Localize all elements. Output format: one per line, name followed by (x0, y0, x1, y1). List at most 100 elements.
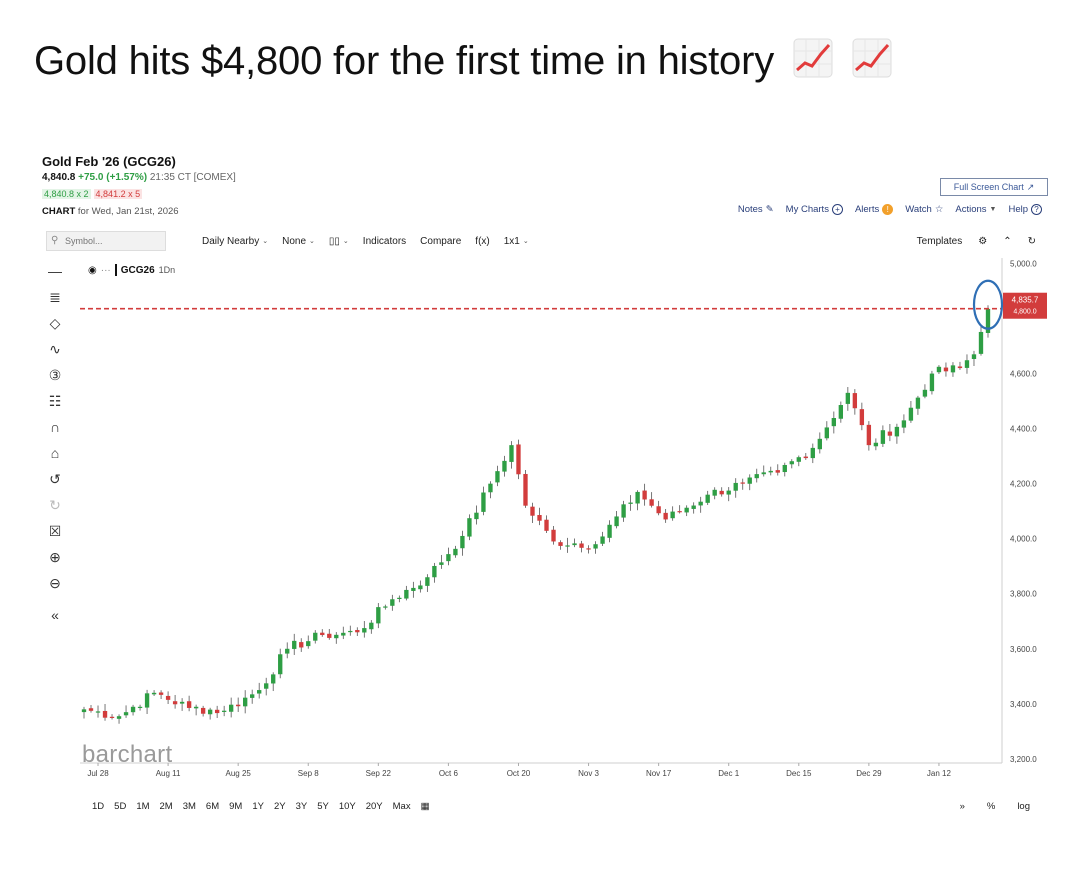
indicators-button[interactable]: Indicators (362, 235, 407, 247)
range-button-3m[interactable]: 3M (182, 801, 196, 812)
redo-icon[interactable]: ↻ (49, 496, 61, 513)
notes-button[interactable]: Notes ✎ (738, 204, 774, 215)
compare-mode-select[interactable]: None ⌄ (282, 236, 315, 247)
layout-select[interactable]: 1x1 ⌄ (504, 236, 529, 247)
compare-button[interactable]: Compare (420, 235, 462, 247)
candle (467, 514, 472, 541)
candle (957, 361, 963, 370)
pattern-tool-icon[interactable]: ☷ (48, 392, 62, 409)
candle (593, 541, 598, 554)
help-button[interactable]: Help? (1008, 204, 1042, 215)
range-button-9m[interactable]: 9M (229, 801, 243, 812)
bid-ask: 4,840.8 x 2 4,841.2 x 5 (42, 189, 143, 199)
compare-mode-label: None (282, 235, 307, 247)
candle (985, 305, 991, 338)
candle (502, 455, 507, 477)
magnet-icon[interactable]: ∩ (49, 419, 61, 435)
x-tick-label: Nov 17 (646, 769, 672, 778)
candle (712, 487, 717, 500)
text-tool-icon[interactable]: ≣ (49, 288, 61, 305)
range-button-5y[interactable]: 5Y (317, 801, 329, 812)
question-icon: ? (1031, 204, 1042, 215)
x-tick-label: Dec 29 (856, 769, 882, 778)
candle (726, 487, 731, 502)
candle (936, 365, 942, 375)
curve-tool-icon[interactable]: ∿ (49, 340, 61, 357)
candle (796, 455, 801, 467)
candle (915, 395, 921, 415)
period-select[interactable]: Daily Nearby ⌄ (202, 236, 268, 247)
numbered-marker-icon[interactable]: ③ (48, 366, 62, 383)
candle (866, 421, 872, 451)
candle (698, 496, 703, 513)
candle (278, 648, 283, 679)
candle (838, 401, 844, 423)
candle (677, 505, 682, 514)
candle (362, 621, 367, 638)
candle (446, 547, 451, 566)
candle (852, 389, 858, 415)
range-button-1y[interactable]: 1Y (252, 801, 264, 812)
my-charts-label: My Charts (785, 204, 829, 215)
range-button-10y[interactable]: 10Y (338, 801, 356, 812)
shape-tool-icon[interactable]: ◇ (49, 314, 61, 331)
candle (754, 468, 759, 483)
more-dots-icon[interactable]: ··· (100, 264, 111, 276)
collapse-icon[interactable]: « (51, 607, 59, 623)
range-button-3y[interactable]: 3Y (295, 801, 308, 812)
range-button-2m[interactable]: 2M (159, 801, 173, 812)
candle (684, 505, 689, 517)
actions-menu[interactable]: Actions ▼ (955, 204, 996, 215)
candle (411, 581, 416, 598)
candle (544, 515, 549, 534)
settings-gear-icon[interactable]: ⚙ (978, 235, 988, 247)
range-button-max[interactable]: Max (392, 801, 411, 812)
chart-legend: ◉ ··· GCG26 1Dn (88, 264, 175, 276)
full-screen-button[interactable]: Full Screen Chart ↗ (940, 178, 1048, 196)
symbol-input[interactable] (46, 231, 166, 251)
range-button-1m[interactable]: 1M (136, 801, 150, 812)
fx-button[interactable]: f(x) (475, 235, 490, 247)
instrument-title: Gold Feb '26 (GCG26) (42, 154, 176, 169)
range-selector: 1D 5D 1M 2M 3M 6M 9M 1Y 2Y 3Y 5Y 10Y 20Y Max ▦ (92, 801, 430, 812)
zoom-out-icon[interactable]: ⊖ (49, 574, 61, 591)
log-scale-toggle[interactable]: log (1017, 801, 1030, 812)
chart-increasing-icon (793, 38, 833, 78)
candle (81, 706, 87, 719)
collapse-button[interactable]: » (959, 801, 965, 812)
drawing-toolbar: — ≣ ◇ ∿ ③ ☷ ∩ ⌂ ↺ ↻ ☒ ⊕ ⊖ « (38, 258, 72, 628)
range-button-2y[interactable]: 2Y (273, 801, 286, 812)
crosshair-icon[interactable]: — (48, 263, 62, 279)
range-button-5d[interactable]: 5D (114, 801, 127, 812)
y-tick-label: 5,000.0 (1010, 260, 1037, 269)
candle (775, 464, 780, 476)
percent-scale-toggle[interactable]: % (986, 801, 996, 812)
chart-style-select[interactable]: ▯▯ ⌄ (329, 236, 349, 247)
zoom-in-icon[interactable]: ⊕ (49, 548, 61, 565)
range-button-1d[interactable]: 1D (92, 801, 105, 812)
price-tag-label: 4,835.7 (1012, 296, 1039, 305)
actions-label: Actions (955, 204, 987, 215)
candle (929, 370, 935, 395)
candle (186, 695, 192, 712)
y-tick-label: 3,400.0 (1010, 700, 1037, 709)
price-chart[interactable]: 5,000.0 4,600.0 4,400.0 4,200.0 4,000.0 3,800… (74, 258, 1048, 778)
watch-button[interactable]: Watch ☆ (905, 204, 943, 215)
collapse-up-icon[interactable]: ⌃ (1003, 235, 1012, 247)
candle (558, 540, 563, 550)
refresh-icon[interactable]: ↻ (1027, 235, 1036, 247)
trash-icon[interactable]: ☒ (48, 522, 62, 539)
lock-icon[interactable]: ⌂ (50, 445, 60, 461)
range-button-6m[interactable]: 6M (205, 801, 220, 812)
my-charts-button[interactable]: My Charts + (786, 204, 843, 215)
candle (607, 520, 612, 543)
candle (453, 545, 458, 558)
candle (845, 387, 851, 411)
alerts-button[interactable]: Alerts! (855, 204, 894, 215)
calendar-icon[interactable]: ▦ (420, 801, 430, 812)
range-button-20y[interactable]: 20Y (365, 801, 383, 812)
undo-icon[interactable]: ↺ (49, 470, 61, 487)
candle (165, 691, 171, 705)
templates-button[interactable]: Templates (916, 235, 963, 247)
visibility-eye-icon[interactable]: ◉ (88, 264, 97, 276)
